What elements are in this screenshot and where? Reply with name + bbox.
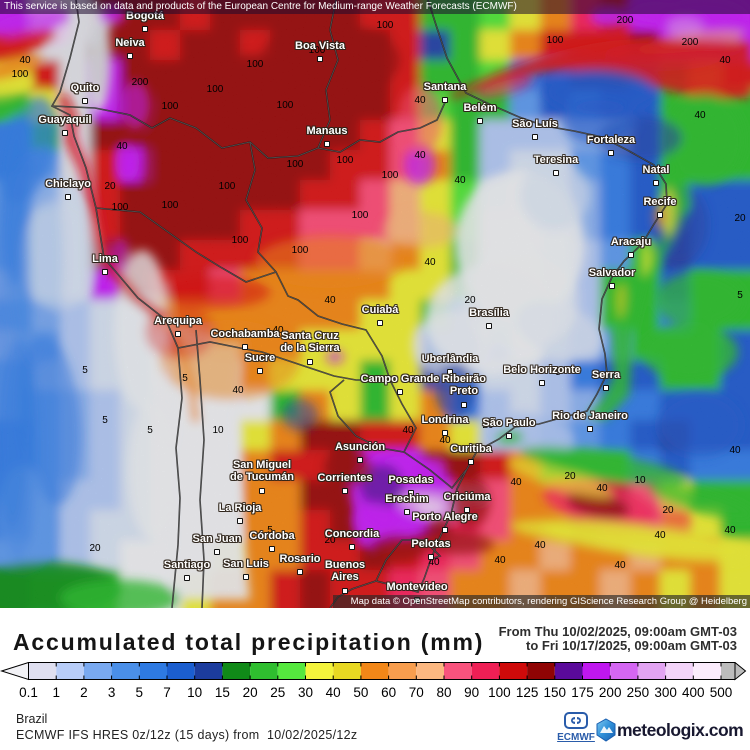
- svg-text:100: 100: [488, 685, 511, 700]
- svg-text:7: 7: [163, 685, 171, 700]
- svg-text:80: 80: [436, 685, 451, 700]
- svg-text:500: 500: [710, 685, 733, 700]
- svg-text:5: 5: [136, 685, 144, 700]
- svg-text:ECMWF: ECMWF: [557, 732, 595, 743]
- svg-text:1: 1: [52, 685, 60, 700]
- svg-text:20: 20: [243, 685, 258, 700]
- svg-text:175: 175: [571, 685, 594, 700]
- svg-text:meteologix.com: meteologix.com: [617, 720, 743, 740]
- svg-text:400: 400: [682, 685, 705, 700]
- svg-text:150: 150: [544, 685, 567, 700]
- svg-text:15: 15: [215, 685, 230, 700]
- svg-text:300: 300: [654, 685, 677, 700]
- svg-text:3: 3: [108, 685, 116, 700]
- svg-text:250: 250: [627, 685, 650, 700]
- svg-text:2: 2: [80, 685, 88, 700]
- svg-text:200: 200: [599, 685, 622, 700]
- svg-text:70: 70: [409, 685, 424, 700]
- svg-text:50: 50: [353, 685, 368, 700]
- svg-text:90: 90: [464, 685, 479, 700]
- svg-text:60: 60: [381, 685, 396, 700]
- svg-text:40: 40: [326, 685, 341, 700]
- svg-text:10: 10: [187, 685, 202, 700]
- svg-text:30: 30: [298, 685, 313, 700]
- svg-text:0.1: 0.1: [19, 685, 38, 700]
- svg-text:125: 125: [516, 685, 539, 700]
- svg-text:25: 25: [270, 685, 285, 700]
